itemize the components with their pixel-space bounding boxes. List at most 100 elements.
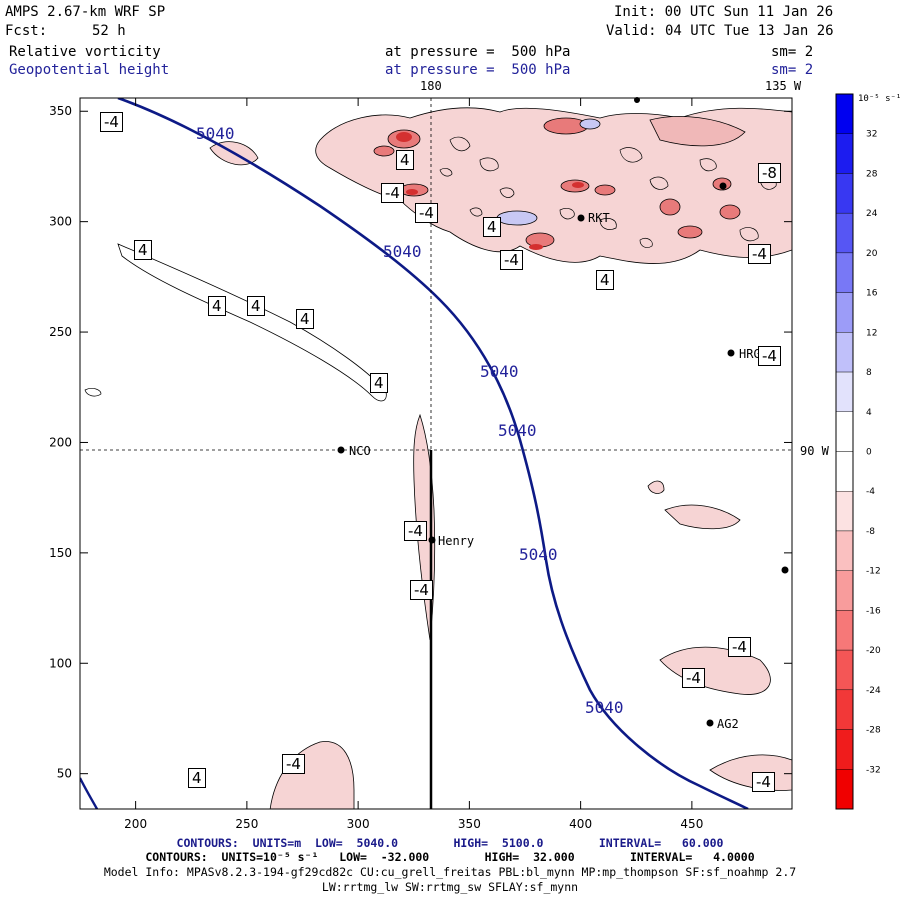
colorbar-label: -20 (866, 646, 881, 656)
vorticity-contour-label: -4 (500, 250, 523, 270)
colorbar-label: 32 (866, 130, 877, 140)
colorbar-swatch (835, 649, 854, 691)
vorticity-contour-label: 4 (134, 240, 152, 260)
height-label: 5040 (383, 242, 422, 261)
footer-physics: LW:rrtmg_lw SW:rrtmg_sw SFLAY:sf_mynn (321, 880, 579, 894)
vorticity-contour-label: -4 (748, 244, 771, 264)
field-height-smoothing: sm= 2 (771, 62, 814, 78)
colorbar-swatch (835, 133, 854, 174)
colorbar-swatch (835, 252, 854, 293)
height-label: 5040 (498, 421, 537, 440)
colorbar-swatch (835, 371, 854, 412)
x-tick-label: 400 (569, 817, 592, 831)
colorbar-label: -12 (866, 567, 881, 577)
field-vorticity-level: at pressure = 500 hPa (385, 44, 571, 60)
y-tick-label: 50 (57, 767, 72, 781)
plot-frame (79, 97, 793, 810)
colorbar-label: -8 (866, 527, 875, 537)
colorbar-label: -28 (866, 726, 881, 736)
colorbar-swatch (835, 689, 854, 730)
colorbar-swatch (835, 729, 854, 770)
station-label-nco: NCO (349, 444, 371, 458)
vorticity-contour-label: -8 (758, 163, 781, 183)
colorbar-label: 28 (866, 169, 878, 179)
station-hrg-dot (727, 349, 735, 357)
forecast-label: Fcst: (5, 23, 48, 39)
vorticity-contour-label: -4 (282, 754, 305, 774)
colorbar-label: -32 (866, 765, 881, 775)
station-rkt-dot (577, 214, 585, 222)
y-tick-label: 200 (49, 435, 72, 449)
vorticity-contour-label: 4 (188, 768, 206, 788)
colorbar-label: 20 (866, 249, 878, 259)
colorbar-label: 16 (866, 289, 878, 299)
vorticity-contour-label: -4 (415, 203, 438, 223)
valid-time: Valid: 04 UTC Tue 13 Jan 26 (606, 23, 834, 39)
vorticity-contour-label: 4 (596, 270, 614, 290)
colorbar-swatch (835, 610, 854, 651)
y-tick-label: 250 (49, 325, 72, 339)
forecast-hour: 52 h (92, 23, 126, 39)
vorticity-contour-label: -4 (728, 637, 751, 657)
lon-label-90w: 90 W (800, 444, 829, 458)
colorbar-swatch (835, 292, 854, 333)
vorticity-contour-label: 4 (370, 373, 388, 393)
station-nco-dot (337, 446, 345, 454)
height-contour-5040-corner (80, 777, 99, 809)
field-height-name: Geopotential height (9, 62, 170, 78)
station-dot (719, 182, 727, 190)
height-label: 5040 (196, 124, 235, 143)
x-tick-label: 350 (458, 817, 481, 831)
vorticity-contour-label: -4 (682, 668, 705, 688)
station-dot (781, 566, 789, 574)
y-tick-label: 100 (49, 656, 72, 670)
height-label: 5040 (480, 362, 519, 381)
colorbar-swatch (835, 451, 854, 492)
axes: 200 250 300 350 400 450 350 300 250 200 150 100 50 (49, 98, 792, 831)
colorbar-swatch (835, 93, 854, 134)
vorticity-contour-label: -4 (410, 580, 433, 600)
vorticity-field (84, 107, 792, 809)
lon-label-180: 180 (420, 79, 442, 93)
colorbar-swatch (835, 570, 854, 611)
vorticity-contour-label: -4 (758, 346, 781, 366)
station-label-hrg: HRG (739, 347, 761, 361)
field-height-level: at pressure = 500 hPa (385, 62, 571, 78)
model-title: AMPS 2.67-km WRF SP (5, 4, 166, 20)
colorbar: 32 28 24 20 16 12 8 4 0 -4 -8 -12 -16 -20 -24 -28 -32 (835, 93, 881, 810)
height-label: 5040 (519, 545, 558, 564)
colorbar-swatch (835, 332, 854, 373)
y-tick-label: 300 (49, 215, 72, 229)
footer-vorticity-contours: CONTOURS: UNITS=10⁻⁵ s⁻¹ LOW= -32.000 HI… (145, 850, 755, 864)
colorbar-label: 0 (866, 448, 872, 458)
colorbar-label: 24 (866, 209, 878, 219)
vorticity-filament (117, 243, 387, 402)
colorbar-swatch (835, 411, 854, 452)
x-tick-label: 300 (347, 817, 370, 831)
colorbar-unit: 10⁻⁵ s⁻¹ (858, 94, 900, 104)
vorticity-contour-label: -4 (381, 183, 404, 203)
colorbar-swatch (835, 530, 854, 571)
vorticity-contour-label: 4 (296, 309, 314, 329)
y-tick-label: 350 (49, 104, 72, 118)
colorbar-label: -24 (866, 686, 881, 696)
colorbar-label: 4 (866, 408, 872, 418)
vorticity-contour-label: 4 (208, 296, 226, 316)
station-label-rkt: RKT (588, 211, 610, 225)
field-vorticity-name: Relative vorticity (9, 44, 161, 60)
colorbar-frame (835, 93, 854, 810)
station-ag2-dot (706, 719, 714, 727)
vorticity-contour-label: 4 (483, 217, 501, 237)
colorbar-swatch (835, 491, 854, 532)
station-label-ag2: AG2 (717, 717, 739, 731)
vorticity-contour-label: -4 (752, 772, 775, 792)
vorticity-contour-label: -4 (100, 112, 123, 132)
station-henry-dot (428, 536, 436, 544)
colorbar-swatch (835, 173, 854, 214)
x-tick-label: 250 (235, 817, 258, 831)
footer-height-contours: CONTOURS: UNITS=m LOW= 5040.0 HIGH= 5100… (176, 836, 724, 850)
colorbar-label: 12 (866, 328, 877, 338)
vorticity-contour-label: 4 (247, 296, 265, 316)
colorbar-label: -16 (866, 606, 881, 616)
